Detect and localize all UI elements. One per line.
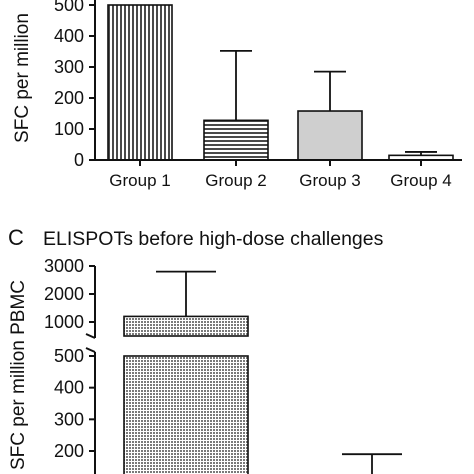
panel-b-y-tick-label: 100 — [54, 119, 84, 139]
panel-c-y-axis-title: SFC per million PBMC — [8, 280, 29, 470]
panel-b-category-label: Group 4 — [390, 171, 451, 190]
panel-c-chart: C ELISPOTs before high-dose challenges S… — [8, 225, 402, 474]
panel-b-bar — [203, 119, 269, 161]
panel-b-category-label: Group 1 — [109, 171, 170, 190]
panel-b-y-tick-label: 200 — [54, 88, 84, 108]
panel-c-y-tick-label: 1000 — [44, 312, 84, 332]
panel-b-bars — [107, 4, 454, 161]
panel-c-y-ticks: 1000 2000 3000 200 300 400 500 — [44, 256, 95, 461]
panel-c-letter: C — [8, 225, 24, 250]
panel-c-y-tick-label: 200 — [54, 441, 84, 461]
panel-c-y-tick-label: 3000 — [44, 256, 84, 276]
panel-b-y-tick-label: 300 — [54, 57, 84, 77]
panel-c-bars — [123, 270, 402, 474]
panel-b-y-axis-title: SFC per million — [12, 13, 33, 143]
panel-c-axis-break-top — [85, 333, 96, 339]
panel-c-axis-break-bottom — [85, 347, 96, 353]
panel-c-y-tick-label: 500 — [54, 346, 84, 366]
panel-b-category-label: Group 3 — [299, 171, 360, 190]
panel-c-y-tick-label: 400 — [54, 378, 84, 398]
panel-b-y-tick-label: 0 — [74, 150, 84, 170]
panel-b-y-tick-label: 500 — [54, 0, 84, 15]
panel-c-title: ELISPOTs before high-dose challenges — [43, 228, 384, 250]
panel-b-bar — [107, 4, 173, 161]
panel-c-y-tick-label: 2000 — [44, 284, 84, 304]
panel-b-category-label: Group 2 — [205, 171, 266, 190]
panel-b-y-ticks: 0 100 200 300 400 500 — [54, 0, 95, 170]
panel-b-bar — [297, 110, 363, 161]
panel-b-x-ticks: Group 1 Group 2 Group 3 Group 4 — [109, 160, 452, 190]
panel-b-y-tick-label: 400 — [54, 26, 84, 46]
panel-c-y-tick-label: 300 — [54, 409, 84, 429]
panel-b-chart: SFC per million 0 100 200 300 400 500 Group 1… — [12, 0, 462, 190]
panel-c-bar-lower-part — [123, 355, 249, 474]
panel-c-bar-upper-part — [123, 315, 249, 337]
